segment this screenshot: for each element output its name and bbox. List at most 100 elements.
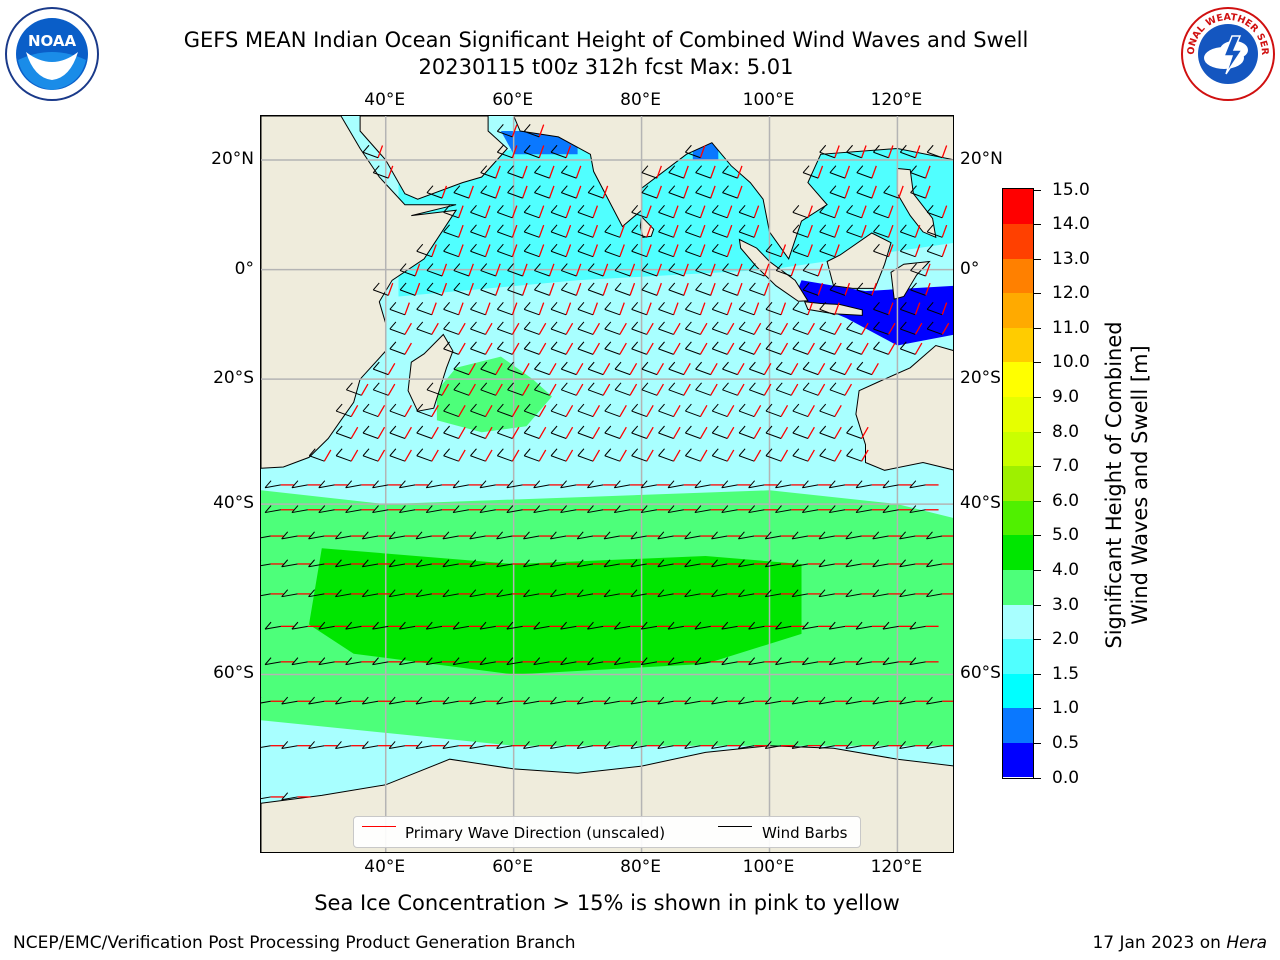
wave-direction-arrow bbox=[807, 449, 815, 462]
wind-barb bbox=[775, 509, 792, 514]
wind-barb-flag bbox=[658, 341, 665, 350]
wind-barb bbox=[846, 151, 862, 159]
wind-barb bbox=[264, 661, 281, 666]
wave-direction-arrow bbox=[565, 404, 574, 417]
sulawesi bbox=[890, 260, 931, 300]
wave-direction-arrow bbox=[619, 404, 627, 417]
wind-barb-flag bbox=[765, 448, 773, 457]
wind-barb bbox=[641, 389, 658, 396]
wind-barb-flag bbox=[765, 341, 773, 350]
wind-barb-flag bbox=[819, 341, 827, 350]
wave-direction-arrow bbox=[941, 302, 948, 316]
wind-barb bbox=[362, 700, 379, 705]
wind-barb-flag bbox=[506, 505, 514, 513]
colorbar-label: 11.0 bbox=[1052, 317, 1090, 338]
wind-barb-flag bbox=[372, 480, 379, 489]
wave-direction-arrow bbox=[484, 302, 491, 316]
wave-direction-arrow bbox=[726, 322, 735, 335]
wind-barb-flag bbox=[667, 657, 675, 665]
wave-direction-arrow bbox=[619, 342, 627, 355]
wind-barb bbox=[561, 270, 577, 277]
wave-direction-arrow bbox=[683, 263, 689, 277]
wind-barb bbox=[856, 192, 873, 199]
wind-barb-flag bbox=[452, 621, 460, 630]
wind-barb bbox=[345, 661, 362, 666]
wind-barb-flag bbox=[819, 205, 827, 213]
wave-direction-arrow bbox=[458, 244, 464, 257]
wind-barb-flag bbox=[845, 696, 853, 705]
colorbar-segment bbox=[1003, 396, 1033, 432]
wave-direction-arrow bbox=[521, 185, 528, 199]
wave-direction-arrow bbox=[484, 426, 493, 439]
wave-direction-arrow bbox=[495, 165, 501, 179]
wind-barb bbox=[658, 328, 674, 335]
wind-barb bbox=[496, 700, 513, 705]
wave-direction-arrow bbox=[861, 449, 869, 462]
wind-barb bbox=[470, 455, 486, 462]
wind-barb bbox=[899, 563, 916, 568]
wind-barb bbox=[577, 455, 594, 462]
wind-barb-flag bbox=[335, 531, 342, 540]
wave-direction-arrow bbox=[511, 342, 520, 355]
wind-barb-flag bbox=[631, 403, 639, 412]
wind-barb bbox=[722, 289, 738, 296]
colorbar-label: 14.0 bbox=[1052, 214, 1090, 235]
wind-barb bbox=[480, 289, 496, 296]
wave-direction-arrow bbox=[458, 224, 464, 238]
colorbar-segment bbox=[1003, 223, 1033, 259]
wind-barb-flag bbox=[872, 531, 880, 540]
wind-barb bbox=[470, 328, 486, 335]
arabian-peninsula bbox=[359, 116, 509, 200]
wave-direction-arrow bbox=[548, 282, 555, 296]
wave-direction-arrow bbox=[619, 449, 627, 462]
wave-direction-arrow bbox=[726, 224, 733, 238]
wind-barb bbox=[442, 593, 459, 598]
wave-direction-arrow bbox=[699, 404, 708, 417]
wind-barb-flag bbox=[587, 361, 595, 370]
wind-barb bbox=[560, 484, 577, 489]
wind-barb bbox=[882, 625, 899, 630]
colorbar-tick bbox=[1034, 604, 1041, 606]
wind-barb-flag bbox=[576, 559, 584, 568]
wind-barb-flag bbox=[685, 205, 692, 213]
wave-direction-arrow bbox=[807, 302, 813, 316]
wind-barb-flag bbox=[496, 205, 504, 213]
wind-barb bbox=[668, 192, 684, 199]
wind-barb-flag bbox=[479, 657, 487, 665]
wind-barb bbox=[335, 455, 352, 462]
wind-barb-flag bbox=[775, 361, 783, 370]
wind-barb bbox=[909, 625, 926, 630]
wind-barb bbox=[335, 535, 352, 540]
wind-barb bbox=[561, 192, 577, 199]
wave-direction-arrow bbox=[538, 449, 547, 462]
wind-barb bbox=[603, 563, 620, 568]
wind-barb-flag bbox=[470, 425, 477, 434]
wind-barb bbox=[712, 328, 728, 335]
wave-direction-arrow bbox=[924, 185, 931, 199]
wind-barb-flag bbox=[415, 696, 423, 705]
wind-barb-flag bbox=[469, 741, 477, 749]
wind-barb-flag bbox=[469, 696, 477, 705]
wave-direction-arrow bbox=[656, 185, 662, 199]
wave-direction-arrow bbox=[521, 165, 528, 179]
colorbar-label: 0.5 bbox=[1052, 732, 1080, 753]
wind-barb-flag bbox=[361, 589, 369, 598]
wind-barb-flag bbox=[738, 205, 746, 213]
wind-barb-flag bbox=[738, 224, 746, 233]
wind-barb-flag bbox=[335, 559, 342, 568]
wind-barb-flag bbox=[614, 382, 622, 391]
wave-direction-arrow bbox=[646, 426, 654, 439]
wind-barb bbox=[345, 509, 362, 514]
wind-barb bbox=[873, 308, 889, 316]
wind-barb bbox=[926, 700, 943, 705]
wind-barb bbox=[882, 484, 899, 489]
wave-direction-arrow bbox=[656, 282, 662, 296]
wave-direction-arrow bbox=[538, 205, 545, 219]
wave-direction-arrow bbox=[458, 205, 464, 219]
wind-barb bbox=[845, 700, 862, 705]
wave-direction-arrow bbox=[538, 342, 547, 355]
wave-direction-arrow bbox=[887, 322, 896, 335]
wave-direction-arrow bbox=[726, 404, 735, 417]
wind-barb-flag bbox=[442, 531, 450, 540]
wind-barb bbox=[658, 348, 674, 355]
